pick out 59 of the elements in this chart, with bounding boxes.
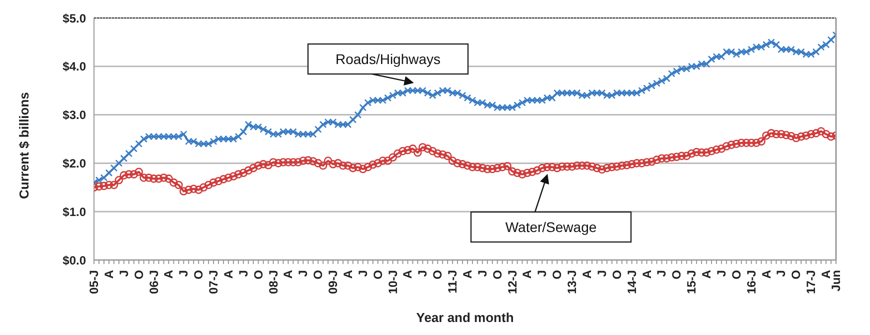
- x-tick-label: A: [281, 270, 296, 279]
- x-tick-label: O: [370, 270, 385, 280]
- series-label: Roads/Highways: [335, 51, 441, 67]
- x-tick-label: 07-J: [206, 270, 221, 294]
- x-tick-label: J: [236, 270, 250, 277]
- y-tick-label: $5.0: [62, 11, 86, 26]
- x-tick-label: O: [670, 270, 684, 280]
- x-tick-label: O: [789, 270, 804, 280]
- x-tick-label: A: [162, 270, 176, 279]
- x-tick-label: O: [251, 270, 266, 280]
- x-tick-label: 13-J: [565, 270, 580, 294]
- x-tick-label: O: [610, 270, 624, 280]
- x-tick-label: J: [714, 270, 728, 277]
- x-tick-label: O: [729, 270, 744, 280]
- x-tick-label: 16-J: [744, 270, 758, 294]
- x-tick-label: J: [116, 270, 131, 277]
- x-tick-label: 05-J: [87, 270, 101, 294]
- x-tick-label: J: [654, 270, 669, 277]
- x-tick-label: O: [132, 270, 146, 280]
- y-tick-label: $2.0: [62, 156, 86, 170]
- y-tick-label: $3.0: [62, 108, 86, 122]
- x-tick-label: J: [774, 270, 788, 277]
- x-tick-label: 11-J: [446, 270, 460, 294]
- y-tick-label: $4.0: [62, 60, 86, 74]
- x-tick-label: J: [176, 270, 191, 277]
- x-tick-label: 10-J: [386, 270, 400, 294]
- x-tick-label: A: [340, 270, 355, 279]
- x-tick-label: 17-J: [804, 270, 818, 294]
- x-tick-label: O: [311, 270, 326, 280]
- x-tick-label: O: [192, 270, 206, 280]
- x-tick-label: 14-J: [624, 270, 639, 294]
- x-tick-label: J: [475, 270, 490, 277]
- x-tick-label: A: [400, 270, 415, 279]
- x-tick-label: O: [490, 270, 504, 280]
- x-axis-title: Year and month: [416, 310, 514, 325]
- x-tick-label: J: [356, 270, 370, 277]
- text: Water/Sewage: [505, 219, 597, 235]
- x-tick-label: 08-J: [266, 270, 280, 294]
- x-tick-label: A: [580, 270, 594, 279]
- x-tick-label: A: [700, 270, 714, 279]
- x-tick-label: J: [535, 270, 550, 277]
- x-tick-label: A: [102, 270, 116, 279]
- x-tick-label: J: [416, 270, 430, 277]
- x-tick-label: O: [430, 270, 445, 280]
- x-tick-label: A: [520, 270, 534, 279]
- x-tick-label: J: [594, 270, 609, 277]
- x-tick-label: A: [460, 270, 474, 279]
- x-tick-label: 12-J: [505, 270, 520, 294]
- x-tick-label: A: [221, 270, 236, 279]
- y-tick-label: $1.0: [62, 204, 86, 219]
- x-tick-label: 09-J: [326, 270, 340, 294]
- y-axis-title: Current $ billions: [16, 92, 32, 199]
- x-tick-label: 15-J: [684, 270, 699, 294]
- y-tick-label: $0.0: [62, 253, 86, 268]
- x-tick-label: J: [296, 270, 310, 277]
- x-tick-label: 06-J: [146, 270, 161, 294]
- x-tick-label: A: [759, 270, 774, 279]
- x-tick-label: A: [640, 270, 654, 279]
- x-tick-label: O: [550, 270, 564, 280]
